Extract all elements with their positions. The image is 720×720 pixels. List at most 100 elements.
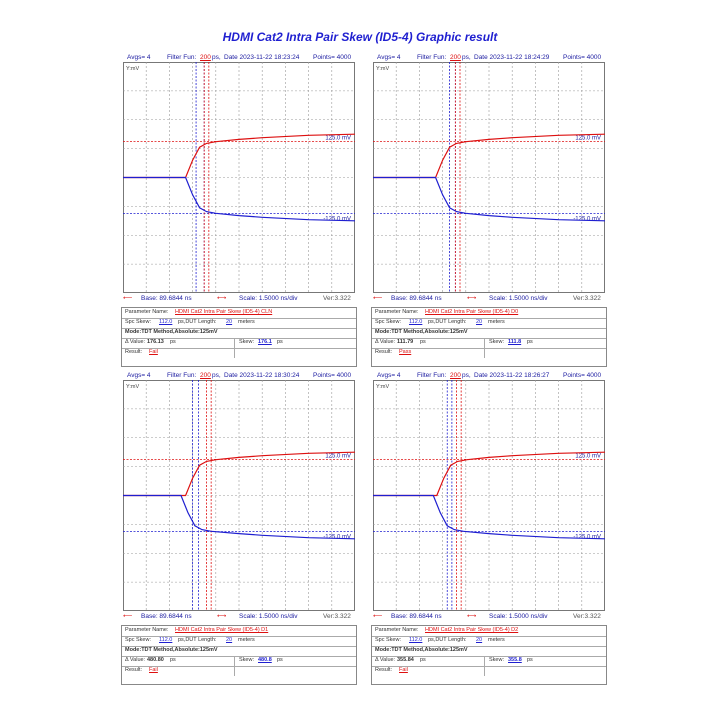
chart-footer: ⟵ Base: 89.6844 ns ⟷ Scale: 1.5000 ns/di… — [373, 611, 605, 622]
chart-header: Avgs= 4 Filter Fun: 200 ps, Date 2023-11… — [373, 371, 605, 380]
series-line-1 — [123, 176, 355, 222]
result-value[interactable]: Fail — [149, 349, 158, 355]
result-value[interactable]: Fail — [399, 667, 408, 673]
result-value[interactable]: Pass — [399, 349, 412, 355]
mode-row: Mode:TDT Method,Absolute:125mV — [372, 328, 606, 339]
skew-value[interactable]: 111.8 — [508, 339, 522, 345]
filter-value[interactable]: 200 — [450, 54, 461, 61]
param-label: Parameter Name: — [125, 309, 169, 315]
base-label: Base: 89.6844 ns — [391, 295, 442, 302]
dut-value[interactable]: 20 — [226, 637, 233, 643]
filter-value[interactable]: 200 — [200, 372, 211, 379]
scale-arrow-icon: ⟷ — [217, 295, 227, 302]
result-table: Parameter Name: HDMI Cat2 Intra Pair Ske… — [121, 307, 357, 367]
param-name-link[interactable]: HDMI Cat2 Intra Pair Skew (ID5-4) CLN — [175, 309, 273, 315]
param-name-link[interactable]: HDMI Cat2 Intra Pair Skew (ID5-4) D0 — [425, 309, 519, 315]
skew-unit: ps — [277, 339, 283, 345]
result-row: Result: Fail — [122, 348, 356, 358]
mode-row: Mode:TDT Method,Absolute:125mV — [122, 646, 356, 657]
spc-label: Spc Skew: — [375, 637, 401, 643]
scale-label: Scale: 1.5000 ns/div — [489, 613, 548, 620]
filter-value[interactable]: 200 — [450, 372, 461, 379]
value-row: Δ Value: 111.79 ps Skew: 111.8 ps — [372, 338, 606, 349]
page-title: HDMI Cat2 Intra Pair Skew (ID5-4) Graphi… — [222, 30, 498, 44]
chart-header: Avgs= 4 Filter Fun: 200 ps, Date 2023-11… — [373, 53, 605, 62]
spc-label: Spc Skew: — [125, 319, 151, 325]
value-number: 176.13 — [147, 339, 164, 345]
skew-label: Skew: — [489, 657, 504, 663]
spc-value[interactable]: 112.0 — [409, 319, 423, 325]
skew-value[interactable]: 176.1 — [258, 339, 272, 345]
threshold-high-label: 125.0 mV — [575, 453, 601, 459]
dut-unit: meters — [488, 319, 505, 325]
spc-row: Spc Skew: 112.0 ps,DUT Length: 20 meters — [122, 318, 356, 329]
base-arrow-icon: ⟵ — [123, 295, 133, 302]
dut-unit: meters — [238, 319, 255, 325]
param-name-link[interactable]: HDMI Cat2 Intra Pair Skew (ID5-4) D2 — [425, 627, 519, 633]
skew-value[interactable]: 355.8 — [508, 657, 522, 663]
version-label: Ver:3.322 — [323, 295, 351, 302]
skew-unit: ps — [277, 657, 283, 663]
param-row: Parameter Name: HDMI Cat2 Intra Pair Ske… — [372, 626, 606, 637]
chart-footer: ⟵ Base: 89.6844 ns ⟷ Scale: 1.5000 ns/di… — [123, 611, 355, 622]
result-label: Result: — [375, 349, 393, 355]
result-row: Result: Fail — [122, 666, 356, 676]
value-label: Δ Value: — [375, 657, 396, 663]
dut-unit: meters — [488, 637, 505, 643]
threshold-low-label: -125.0 mV — [573, 217, 601, 223]
y-axis-label: Y:mV — [126, 384, 139, 390]
spc-label: Spc Skew: — [375, 319, 401, 325]
spc-value[interactable]: 112.0 — [409, 637, 423, 643]
spc-row: Spc Skew: 112.0 ps,DUT Length: 20 meters — [372, 636, 606, 647]
scale-arrow-icon: ⟷ — [467, 613, 477, 620]
result-table: Parameter Name: HDMI Cat2 Intra Pair Ske… — [371, 307, 607, 367]
points-label: Points= 4000 — [563, 54, 602, 61]
value-number: 355.84 — [397, 657, 414, 663]
mode-label: Mode:TDT Method,Absolute:125mV — [125, 647, 218, 653]
dut-value[interactable]: 20 — [476, 319, 483, 325]
series-line-1 — [373, 494, 605, 540]
base-label: Base: 89.6844 ns — [141, 295, 192, 302]
base-label: Base: 89.6844 ns — [391, 613, 442, 620]
chart-header: Avgs= 4 Filter Fun: 200 ps, Date 2023-11… — [123, 53, 355, 62]
dut-value[interactable]: 20 — [476, 637, 483, 643]
base-arrow-icon: ⟵ — [373, 295, 383, 302]
spc-label: Spc Skew: — [125, 637, 151, 643]
series-line-1 — [373, 176, 605, 222]
chart-footer: ⟵ Base: 89.6844 ns ⟷ Scale: 1.5000 ns/di… — [373, 293, 605, 304]
value-unit: ps — [420, 339, 426, 345]
threshold-high-label: 125.0 mV — [325, 453, 351, 459]
result-table: Parameter Name: HDMI Cat2 Intra Pair Ske… — [371, 625, 607, 685]
param-row: Parameter Name: HDMI Cat2 Intra Pair Ske… — [372, 308, 606, 319]
filter-label: Filter Fun: — [167, 54, 197, 61]
skew-value[interactable]: 480.8 — [258, 657, 272, 663]
result-label: Result: — [375, 667, 393, 673]
value-row: Δ Value: 176.13 ps Skew: 176.1 ps — [122, 338, 356, 349]
filter-label: Filter Fun: — [167, 372, 197, 379]
mode-label: Mode:TDT Method,Absolute:125mV — [125, 329, 218, 335]
filter-unit: ps, — [462, 54, 471, 61]
chart-header: Avgs= 4 Filter Fun: 200 ps, Date 2023-11… — [123, 371, 355, 380]
date-label: Date 2023-11-22 18:24:29 — [474, 54, 550, 61]
mode-row: Mode:TDT Method,Absolute:125mV — [122, 328, 356, 339]
filter-value[interactable]: 200 — [200, 54, 211, 61]
result-row: Result: Fail — [372, 666, 606, 676]
threshold-high-label: 125.0 mV — [575, 135, 601, 141]
scale-arrow-icon: ⟷ — [467, 295, 477, 302]
mode-row: Mode:TDT Method,Absolute:125mV — [372, 646, 606, 657]
result-value[interactable]: Fail — [149, 667, 158, 673]
param-name-link[interactable]: HDMI Cat2 Intra Pair Skew (ID5-4) D1 — [175, 627, 269, 633]
chart-footer: ⟵ Base: 89.6844 ns ⟷ Scale: 1.5000 ns/di… — [123, 293, 355, 304]
value-label: Δ Value: — [375, 339, 396, 345]
spc-value[interactable]: 112.0 — [159, 637, 173, 643]
dut-value[interactable]: 20 — [226, 319, 233, 325]
spc-value[interactable]: 112.0 — [159, 319, 173, 325]
base-arrow-icon: ⟵ — [123, 613, 133, 620]
filter-label: Filter Fun: — [417, 372, 447, 379]
param-label: Parameter Name: — [125, 627, 169, 633]
value-number: 480.80 — [147, 657, 164, 663]
skew-label: Skew: — [239, 339, 254, 345]
value-unit: ps — [170, 657, 176, 663]
